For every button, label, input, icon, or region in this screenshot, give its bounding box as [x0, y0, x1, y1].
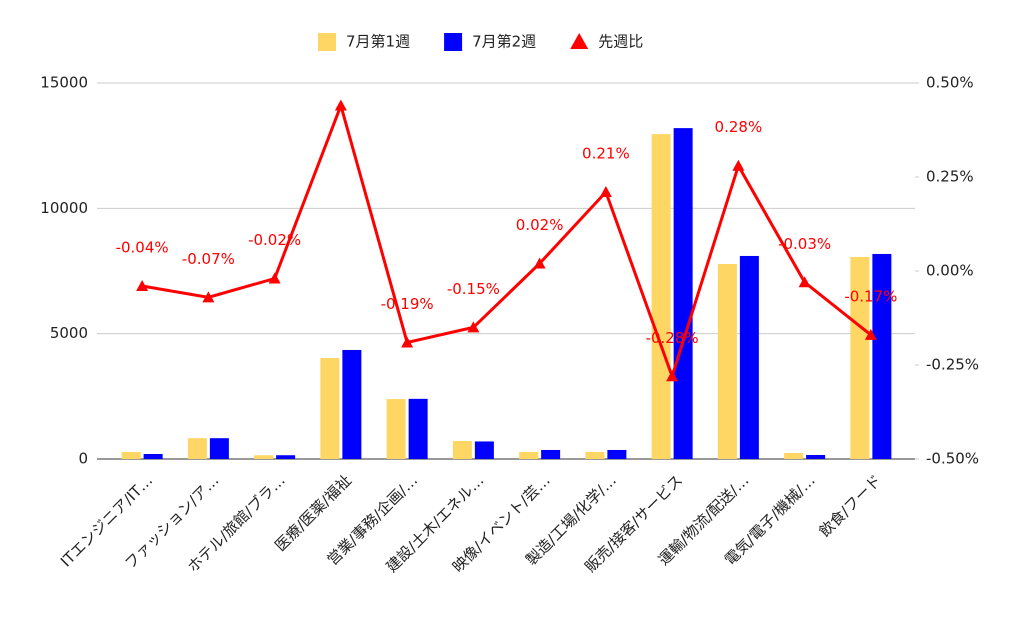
marker — [202, 291, 215, 303]
line — [141, 100, 872, 381]
x-tick-label: 飲食/フード — [816, 471, 885, 540]
bar — [187, 438, 207, 459]
y-tick-label: 10000 — [40, 199, 88, 217]
bar — [342, 349, 362, 459]
bar — [872, 253, 892, 459]
bar — [739, 255, 759, 459]
bar — [717, 263, 737, 459]
data-label: -0.07% — [182, 250, 235, 268]
legend-label: 7月第2週 — [472, 33, 536, 51]
marker — [599, 186, 612, 198]
bar — [121, 451, 141, 459]
marker — [732, 159, 745, 171]
legend-swatch — [318, 33, 336, 51]
data-label: 0.02% — [516, 216, 564, 234]
y-tick-label: 0 — [78, 450, 88, 468]
legend-label: 7月第1週 — [346, 33, 410, 51]
marker — [467, 321, 480, 333]
bar — [254, 455, 274, 459]
marker — [401, 336, 414, 348]
data-label: 0.21% — [582, 145, 630, 163]
bar — [806, 454, 826, 459]
marker — [268, 272, 281, 284]
y-tick-label: 15000 — [40, 74, 88, 92]
bar — [850, 256, 870, 459]
y2-tick-label: 0.50% — [926, 74, 974, 92]
legend-swatch — [444, 33, 463, 51]
marker — [334, 99, 347, 111]
y-tick-label: 5000 — [50, 324, 88, 342]
bar — [784, 452, 804, 459]
bar — [143, 453, 163, 459]
bar — [585, 451, 605, 459]
data-label: -0.19% — [381, 295, 434, 313]
data-label: -0.15% — [447, 280, 500, 298]
bar — [541, 449, 561, 459]
bar — [673, 128, 693, 459]
y2-tick-label: -0.50% — [926, 450, 979, 468]
legend-label: 先週比 — [598, 33, 643, 51]
bar — [276, 455, 296, 459]
legend-swatch — [570, 33, 589, 49]
bar — [209, 438, 229, 459]
marker — [798, 276, 811, 288]
bar — [651, 134, 671, 460]
bar — [452, 440, 472, 459]
data-label: -0.02% — [248, 231, 301, 249]
data-label: -0.28% — [646, 329, 699, 347]
marker — [666, 370, 679, 382]
marker — [533, 257, 546, 269]
data-label: -0.03% — [778, 235, 831, 253]
data-label: -0.17% — [844, 287, 897, 305]
bar — [519, 451, 539, 459]
y2-tick-label: -0.25% — [926, 356, 979, 374]
bar — [320, 357, 340, 459]
bar — [474, 441, 494, 459]
bar — [607, 449, 627, 459]
data-label: -0.04% — [116, 239, 169, 257]
data-label: 0.28% — [715, 118, 763, 136]
marker — [136, 280, 149, 292]
marker — [864, 328, 877, 340]
bar — [408, 398, 428, 459]
bar — [386, 399, 406, 459]
y2-tick-label: 0.25% — [926, 168, 974, 186]
y2-tick-label: 0.00% — [926, 262, 974, 280]
